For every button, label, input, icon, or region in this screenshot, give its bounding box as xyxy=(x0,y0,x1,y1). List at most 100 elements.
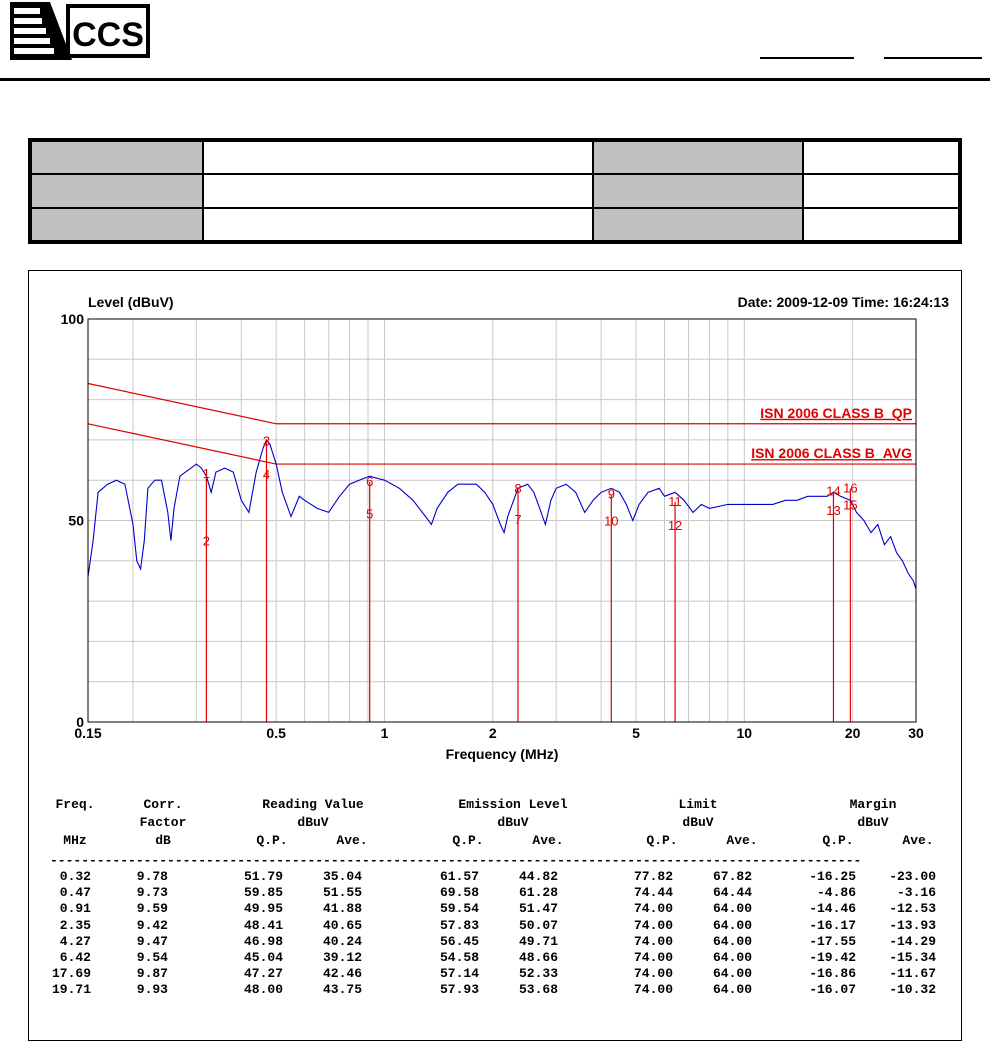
col-corr-header: Corr. xyxy=(143,797,183,812)
col-reading-qp: Q.P. xyxy=(256,833,288,848)
x-tick-label: 2 xyxy=(489,725,497,741)
marker-label: 14 xyxy=(826,484,840,499)
table-cell: -16.17 xyxy=(809,917,856,933)
info-row xyxy=(30,206,960,243)
table-cell: 2.35 xyxy=(59,917,91,933)
table-cell: 64.00 xyxy=(712,901,752,917)
x-tick-label: 20 xyxy=(845,725,861,741)
table-cell: 77.82 xyxy=(633,869,673,884)
info-value-cell xyxy=(202,173,594,209)
table-cell: 35.04 xyxy=(322,869,362,884)
table-cell: 9.42 xyxy=(136,917,168,933)
table-cell: 74.44 xyxy=(633,885,673,901)
table-cell: 9.93 xyxy=(136,982,168,998)
header-blank-1 xyxy=(760,57,854,59)
info-label-cell xyxy=(592,173,804,209)
table-cell: 57.14 xyxy=(439,966,479,982)
table-row: 2.35 9.42 48.41 40.65 57.83 50.07 74.00 64.00 -1… xyxy=(28,918,962,934)
x-tick-label: 5 xyxy=(632,725,640,741)
chart-frame: ISN 2006 CLASS B_QP ISN 2006 CLASS B_AVG … xyxy=(28,270,962,1041)
table-cell: 47.27 xyxy=(243,966,283,982)
col-margin-ave: Ave. xyxy=(902,833,934,848)
col-emission-header: Emission Level xyxy=(458,797,568,812)
table-cell: 59.85 xyxy=(243,885,283,901)
table-cell: 45.04 xyxy=(243,949,283,965)
table-cell: 39.12 xyxy=(322,949,362,965)
col-freq-header: Freq. xyxy=(55,797,95,812)
table-separator: ----------------------------------------… xyxy=(50,853,862,868)
table-cell: 9.59 xyxy=(136,901,168,917)
table-row: 19.71 9.93 48.00 43.75 57.93 53.68 74.00 64.00 -… xyxy=(28,982,962,998)
y-axis-label: Level (dBuV) xyxy=(88,294,174,310)
table-cell: -13.93 xyxy=(889,917,936,933)
table-cell: 6.42 xyxy=(59,949,91,965)
marker-label: 8 xyxy=(514,481,521,496)
table-cell: 49.71 xyxy=(518,933,558,949)
table-cell: -16.86 xyxy=(809,966,856,982)
table-cell: -14.46 xyxy=(809,901,856,917)
x-axis-label: Frequency (MHz) xyxy=(446,746,559,762)
marker-label: 5 xyxy=(366,507,373,522)
table-cell: -17.55 xyxy=(809,933,856,949)
info-value-cell xyxy=(802,206,960,243)
table-cell: 74.00 xyxy=(633,933,673,949)
table-cell: 19.71 xyxy=(51,982,91,998)
marker-label: 9 xyxy=(608,487,615,502)
info-label-cell xyxy=(30,173,204,209)
table-cell: -14.29 xyxy=(889,933,936,949)
marker-label: 7 xyxy=(514,512,521,527)
col-limit-ave: Ave. xyxy=(726,833,758,848)
table-cell: 64.00 xyxy=(712,933,752,949)
table-cell: 74.00 xyxy=(633,966,673,982)
table-cell: 61.57 xyxy=(439,869,479,884)
table-cell: 67.82 xyxy=(712,869,752,884)
table-cell: 61.28 xyxy=(518,885,558,901)
marker-label: 16 xyxy=(843,481,857,496)
x-tick-label: 1 xyxy=(381,725,389,741)
table-header-row-1: Freq. Corr. Reading Value Emission Level… xyxy=(28,797,962,815)
emission-trace xyxy=(87,438,917,590)
x-tick-labels: 0.15 0.5 1 2 5 10 20 30 xyxy=(74,725,924,741)
limit-line xyxy=(87,382,916,425)
table-cell: 46.98 xyxy=(243,933,283,949)
header-blank-2 xyxy=(884,57,982,59)
chart-grid xyxy=(88,319,916,722)
date-time-stamp: Date: 2009-12-09 Time: 16:24:13 xyxy=(738,294,950,310)
x-tick-label: 30 xyxy=(908,725,924,741)
table-cell: 0.32 xyxy=(59,869,91,884)
table-cell: 40.24 xyxy=(322,933,362,949)
col-emission-qp: Q.P. xyxy=(452,833,484,848)
table-cell: 50.07 xyxy=(518,917,558,933)
table-cell: 74.00 xyxy=(633,949,673,965)
table-cell: -16.07 xyxy=(809,982,856,998)
table-cell: 4.27 xyxy=(59,933,91,949)
col-margin-header: Margin xyxy=(849,797,897,812)
y-tick-label: 0 xyxy=(76,714,84,730)
measurement-table: Freq. Corr. Reading Value Emission Level… xyxy=(28,797,962,999)
table-cell: 57.83 xyxy=(439,917,479,933)
table-cell: 64.44 xyxy=(712,885,752,901)
table-cell: 9.73 xyxy=(136,885,168,901)
table-cell: 43.75 xyxy=(322,982,362,998)
col-reading-unit: dBuV xyxy=(297,815,329,830)
table-cell: 57.93 xyxy=(439,982,479,998)
table-cell: 44.82 xyxy=(518,869,558,884)
table-cell: 48.41 xyxy=(243,917,283,933)
table-cell: 9.78 xyxy=(136,869,168,884)
table-row: 4.27 9.47 46.98 40.24 56.45 49.71 74.00 64.00 -1… xyxy=(28,934,962,950)
table-cell: 64.00 xyxy=(712,982,752,998)
marker-label: 11 xyxy=(668,494,682,509)
ccs-logo-graphic: CCS xyxy=(10,2,150,60)
table-cell: 64.00 xyxy=(712,949,752,965)
info-value-cell xyxy=(202,139,594,176)
col-emission-unit: dBuV xyxy=(497,815,529,830)
table-cell: 9.54 xyxy=(136,949,168,965)
table-cell: 69.58 xyxy=(439,885,479,901)
marker-label: 3 xyxy=(263,434,270,449)
ccs-logo: CCS xyxy=(10,2,150,60)
table-cell: 74.00 xyxy=(633,917,673,933)
marker-label: 2 xyxy=(203,533,210,548)
table-cell: 52.33 xyxy=(518,966,558,982)
table-cell: 48.00 xyxy=(243,982,283,998)
